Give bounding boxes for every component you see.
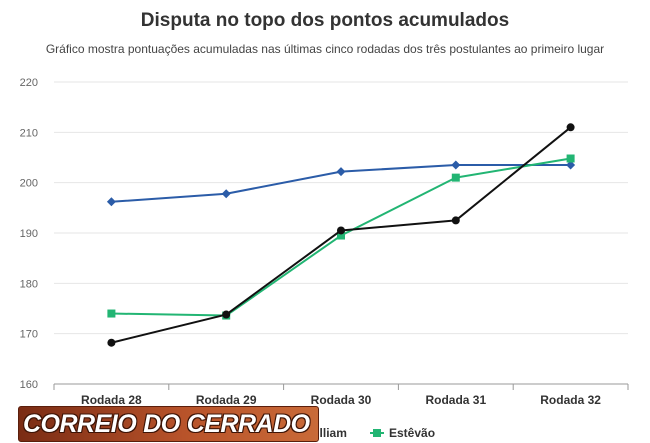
data-point bbox=[451, 173, 460, 182]
y-axis-ticks: 160 170 180 190 200 210 220 bbox=[20, 77, 38, 391]
data-point bbox=[566, 154, 575, 163]
data-point bbox=[451, 216, 460, 225]
x-tick-label: Rodada 30 bbox=[311, 393, 372, 407]
x-tick-label: Rodada 29 bbox=[196, 393, 257, 407]
legend-symbol-marker bbox=[373, 429, 381, 437]
data-point bbox=[107, 338, 116, 347]
x-tick-label: Rodada 28 bbox=[81, 393, 142, 407]
data-point bbox=[337, 231, 345, 240]
x-axis: Rodada 28 Rodada 29 Rodada 30 Rodada 31 Roda… bbox=[53, 383, 629, 407]
y-tick-label: 210 bbox=[20, 127, 38, 139]
legend-label: Estêvão bbox=[389, 426, 435, 440]
data-point bbox=[566, 160, 576, 170]
series-1 bbox=[106, 160, 576, 207]
grid-lines bbox=[54, 81, 628, 335]
y-tick-label: 200 bbox=[20, 178, 38, 190]
y-tick-label: 180 bbox=[20, 278, 38, 290]
data-point bbox=[566, 123, 575, 132]
legend-item-2[interactable]: Estêvão bbox=[370, 426, 435, 440]
watermark-logo: CORREIO DO CERRADO bbox=[18, 406, 319, 442]
y-tick-label: 190 bbox=[20, 228, 38, 240]
watermark-word-correio: CORREIO bbox=[23, 409, 137, 438]
data-point bbox=[221, 189, 231, 199]
y-tick-label: 220 bbox=[20, 77, 38, 89]
series-0 bbox=[107, 123, 575, 347]
data-point bbox=[336, 167, 346, 177]
watermark-word-do: DO bbox=[143, 409, 180, 438]
y-tick-label: 170 bbox=[20, 329, 38, 341]
chart-subtitle: Gráfico mostra pontuações acumuladas nas… bbox=[45, 42, 605, 56]
series-lines bbox=[106, 123, 576, 347]
y-tick-label: 160 bbox=[20, 379, 38, 391]
chart-title: Disputa no topo dos pontos acumulados bbox=[140, 10, 510, 31]
data-point bbox=[451, 160, 461, 170]
series-2 bbox=[107, 154, 575, 320]
watermark-word-cerrado: CERRADO bbox=[186, 409, 310, 438]
x-tick-label: Rodada 32 bbox=[540, 393, 601, 407]
data-point bbox=[107, 309, 116, 318]
data-point bbox=[337, 226, 345, 235]
data-point bbox=[222, 310, 231, 319]
data-point bbox=[106, 197, 116, 207]
x-tick-label: Rodada 31 bbox=[425, 393, 486, 407]
